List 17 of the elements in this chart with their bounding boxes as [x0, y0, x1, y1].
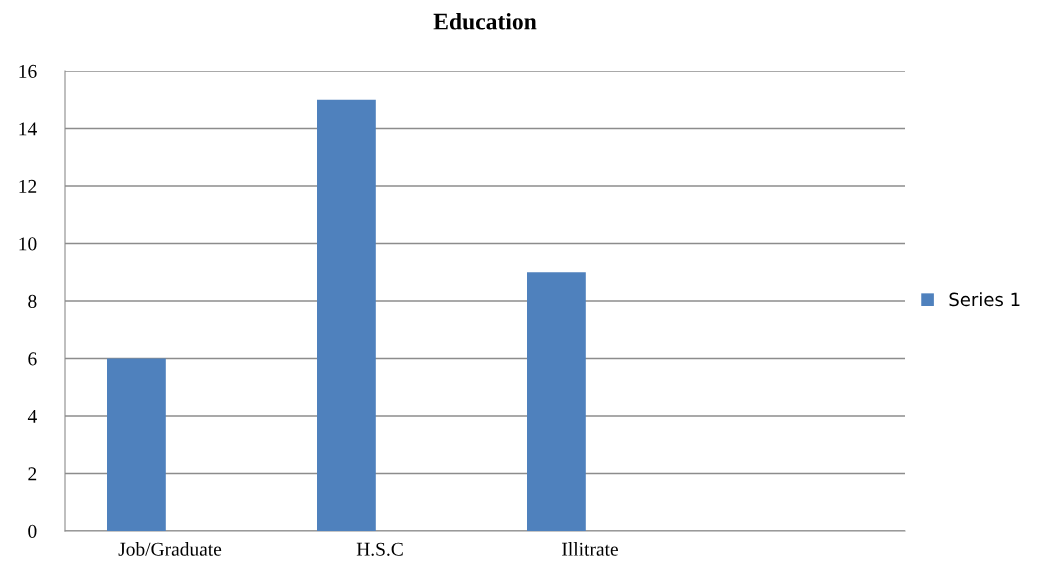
y-tick-label: 4 — [27, 409, 37, 423]
bar — [527, 272, 586, 531]
y-tick-label: 2 — [28, 467, 37, 481]
bar — [107, 358, 166, 531]
bar — [317, 99, 376, 531]
y-tick-label: 16 — [19, 64, 37, 78]
y-tick-label: 0 — [28, 524, 37, 538]
y-tick-label: 8 — [28, 294, 37, 308]
y-tick-label: 10 — [19, 237, 37, 251]
chart-title: Education — [433, 12, 537, 30]
legend-label: Series 1 — [949, 292, 1020, 307]
y-tick-label: 6 — [28, 352, 37, 366]
x-tick-label: Illitrate — [562, 542, 618, 556]
x-tick-label: Job/Graduate — [118, 542, 222, 556]
x-tick-label: H.S.C — [356, 542, 403, 556]
y-tick-label: 12 — [19, 179, 37, 193]
y-tick-label: 14 — [19, 122, 37, 136]
